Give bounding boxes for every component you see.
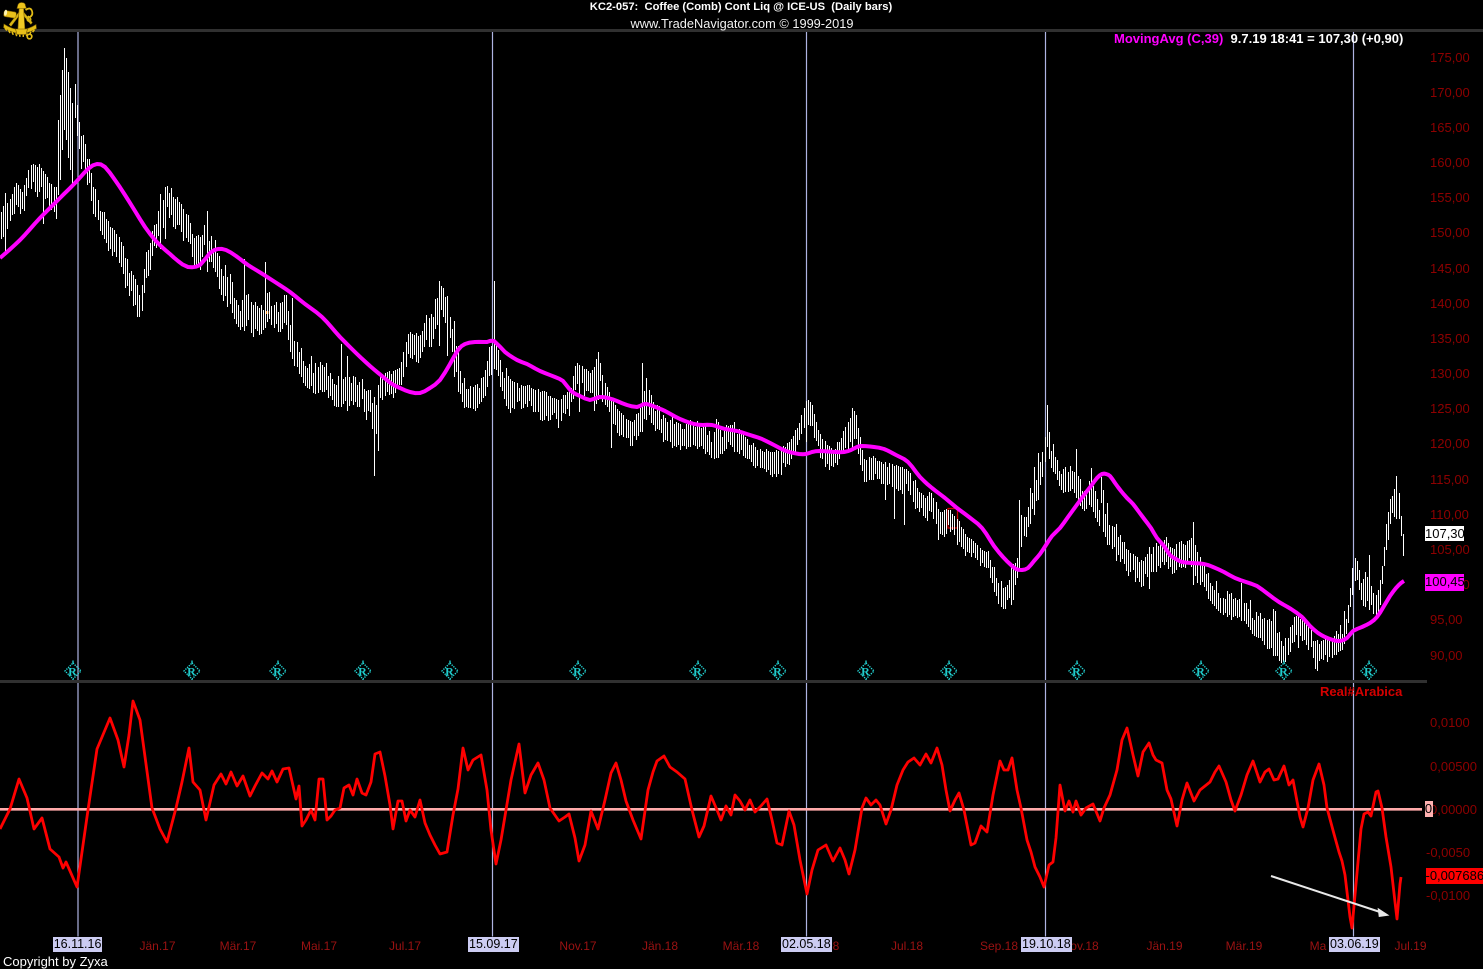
svg-text:R: R [1196, 664, 1205, 678]
svg-text:R: R [1072, 664, 1081, 678]
svg-text:R: R [573, 664, 582, 678]
svg-text:R: R [445, 664, 454, 678]
svg-text:R: R [273, 664, 282, 678]
svg-text:R: R [68, 664, 77, 678]
svg-text:R: R [944, 664, 953, 678]
svg-text:R: R [861, 664, 870, 678]
svg-text:R: R [1279, 664, 1288, 678]
svg-text:R: R [187, 664, 196, 678]
svg-text:R: R [693, 664, 702, 678]
svg-text:R: R [358, 664, 367, 678]
svg-text:R: R [773, 664, 782, 678]
svg-text:R: R [1364, 664, 1373, 678]
